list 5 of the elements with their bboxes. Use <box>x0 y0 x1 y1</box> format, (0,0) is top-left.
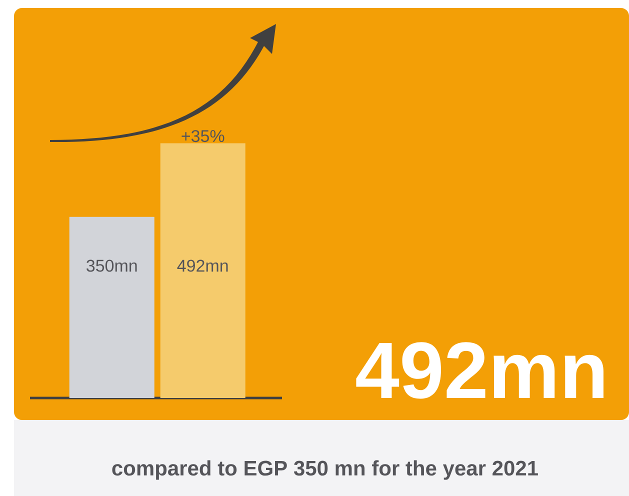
data-label: 350mn <box>86 260 137 272</box>
text: compared to EGP 350 mn for the year 2021 <box>112 460 538 480</box>
data-label: 492mn <box>177 260 228 272</box>
text: 492mn <box>356 342 604 399</box>
text: +35% <box>182 130 224 142</box>
